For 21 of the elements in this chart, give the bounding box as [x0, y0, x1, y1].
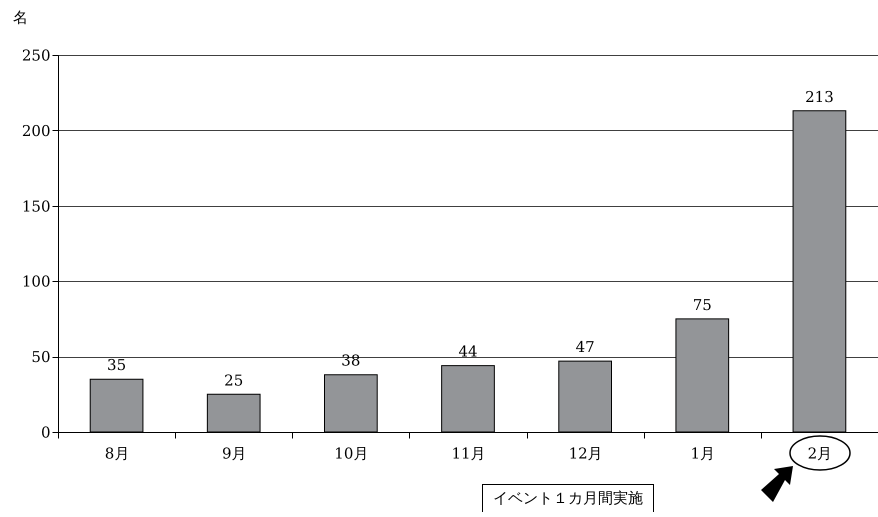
- y-axis-title: 名: [13, 8, 28, 26]
- data-label: 44: [458, 342, 478, 361]
- data-label: 35: [107, 356, 126, 374]
- data-label: 75: [692, 296, 712, 314]
- data-label: 47: [576, 338, 595, 356]
- text: イベント１カ月間実施: [482, 484, 654, 512]
- y-tick-label: 250: [22, 46, 50, 64]
- x-tick-label: 10月: [334, 444, 368, 462]
- x-tick-label: 1月: [690, 444, 716, 462]
- y-tick-label: 0: [40, 424, 50, 442]
- data-label: 25: [224, 371, 244, 390]
- y-tick-label: 100: [22, 272, 50, 291]
- x-tick-label: 8月: [104, 444, 130, 462]
- x-tick-label: 11月: [451, 444, 486, 462]
- y-tick-label: 150: [22, 197, 50, 216]
- y-tick-label: 50: [31, 348, 50, 366]
- x-tick-label: 9月: [222, 444, 246, 462]
- y-tick-label: 200: [22, 122, 50, 140]
- x-tick-label: 2月: [808, 444, 832, 462]
- x-tick-label: 12月: [568, 444, 603, 462]
- data-label: 213: [805, 88, 834, 106]
